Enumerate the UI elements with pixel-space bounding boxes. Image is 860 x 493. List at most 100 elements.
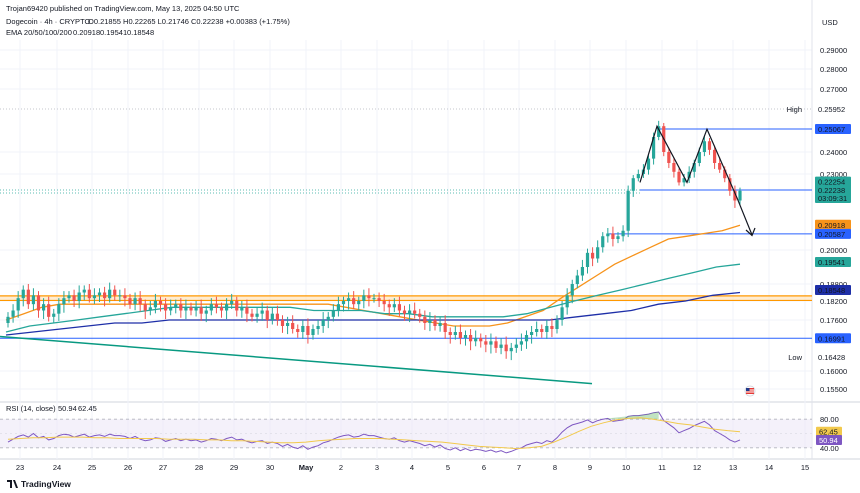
candle-body[interactable]	[31, 295, 36, 305]
candle-body[interactable]	[489, 341, 493, 345]
candle-body[interactable]	[97, 292, 102, 296]
candle-body[interactable]	[565, 295, 569, 308]
candle-body[interactable]	[677, 171, 681, 183]
candle-body[interactable]	[499, 344, 503, 348]
candle-body[interactable]	[102, 292, 107, 299]
candle-body[interactable]	[529, 332, 534, 335]
candle-body[interactable]	[601, 236, 605, 248]
candle-body[interactable]	[580, 267, 585, 276]
ema-legend-label[interactable]: EMA 20/50/100/200	[6, 28, 72, 37]
candle-body[interactable]	[504, 344, 508, 352]
candle-body[interactable]	[260, 310, 264, 314]
candle-body[interactable]	[392, 304, 396, 308]
candle-body[interactable]	[448, 332, 452, 335]
candle-body[interactable]	[72, 295, 76, 301]
candle-body[interactable]	[169, 307, 173, 311]
candle-body[interactable]	[575, 275, 579, 285]
candle-body[interactable]	[108, 289, 112, 299]
candle-body[interactable]	[230, 301, 234, 305]
candle-body[interactable]	[667, 152, 671, 163]
candle-body[interactable]	[540, 329, 544, 332]
candle-body[interactable]	[47, 304, 51, 317]
candle-body[interactable]	[474, 338, 478, 342]
candle-body[interactable]	[138, 298, 142, 305]
candle-body[interactable]	[357, 301, 361, 305]
candle-body[interactable]	[11, 310, 15, 317]
candle-body[interactable]	[646, 158, 651, 170]
candle-body[interactable]	[585, 252, 590, 267]
rsi-label[interactable]: RSI (14, close)	[6, 404, 56, 413]
candle-body[interactable]	[372, 298, 376, 300]
candle-body[interactable]	[62, 298, 66, 305]
candle-body[interactable]	[123, 295, 127, 299]
candle-body[interactable]	[21, 289, 25, 299]
candle-body[interactable]	[336, 304, 341, 311]
candle-body[interactable]	[468, 335, 473, 342]
candle-body[interactable]	[16, 298, 20, 311]
candle-body[interactable]	[697, 152, 701, 163]
candle-body[interactable]	[692, 163, 696, 172]
symbol-title[interactable]: Dogecoin · 4h · CRYPTO	[6, 17, 91, 26]
candle-body[interactable]	[316, 326, 320, 329]
candle-body[interactable]	[626, 190, 630, 231]
candle-body[interactable]	[255, 313, 259, 317]
candle-body[interactable]	[382, 301, 386, 305]
candle-body[interactable]	[275, 313, 280, 320]
candle-body[interactable]	[174, 304, 178, 308]
candle-body[interactable]	[519, 341, 524, 345]
candle-body[interactable]	[148, 307, 152, 311]
candle-body[interactable]	[484, 341, 488, 345]
candle-body[interactable]	[723, 169, 727, 179]
candle-body[interactable]	[321, 320, 325, 326]
candle-body[interactable]	[463, 335, 468, 338]
candle-body[interactable]	[331, 310, 335, 317]
candle-body[interactable]	[494, 341, 498, 348]
candle-body[interactable]	[636, 174, 640, 179]
candle-body[interactable]	[296, 329, 300, 332]
candle-body[interactable]	[199, 307, 203, 314]
candle-body[interactable]	[387, 304, 391, 308]
candle-body[interactable]	[738, 190, 742, 201]
ema100-line[interactable]	[5, 291, 741, 336]
candle-body[interactable]	[616, 236, 620, 239]
candle-body[interactable]	[367, 295, 371, 299]
candle-body[interactable]	[6, 316, 10, 323]
candle-body[interactable]	[682, 178, 686, 183]
candle-body[interactable]	[428, 320, 432, 323]
candle-body[interactable]	[265, 310, 269, 321]
candle-body[interactable]	[26, 289, 30, 305]
candle-body[interactable]	[285, 323, 290, 326]
candle-body[interactable]	[113, 289, 117, 296]
candle-body[interactable]	[570, 284, 574, 296]
candle-body[interactable]	[311, 329, 315, 335]
candle-body[interactable]	[341, 301, 346, 305]
support-zone[interactable]	[0, 295, 812, 301]
candle-body[interactable]	[291, 323, 295, 329]
candle-body[interactable]	[413, 310, 417, 314]
candle-body[interactable]	[560, 307, 564, 320]
candle-body[interactable]	[702, 141, 707, 152]
candle-body[interactable]	[362, 295, 366, 301]
candle-body[interactable]	[87, 289, 91, 299]
candle-body[interactable]	[204, 310, 208, 314]
candle-body[interactable]	[651, 136, 656, 159]
candle-body[interactable]	[555, 320, 559, 329]
candle-body[interactable]	[92, 295, 97, 299]
candle-body[interactable]	[67, 295, 71, 299]
us-flag-icon[interactable]	[744, 385, 756, 397]
candle-body[interactable]	[219, 307, 224, 311]
candle-body[interactable]	[346, 298, 351, 301]
candle-body[interactable]	[189, 307, 193, 311]
candle-body[interactable]	[77, 292, 81, 302]
ema50-line[interactable]	[5, 263, 741, 333]
candle-body[interactable]	[270, 313, 274, 320]
candle-body[interactable]	[158, 301, 163, 305]
candle-body[interactable]	[82, 289, 86, 293]
candle-body[interactable]	[240, 307, 244, 311]
descending-trendline[interactable]	[0, 335, 593, 385]
candle-body[interactable]	[728, 178, 732, 191]
candle-body[interactable]	[514, 344, 518, 348]
candle-body[interactable]	[479, 338, 483, 342]
candle-body[interactable]	[52, 313, 56, 317]
candle-body[interactable]	[184, 307, 188, 311]
